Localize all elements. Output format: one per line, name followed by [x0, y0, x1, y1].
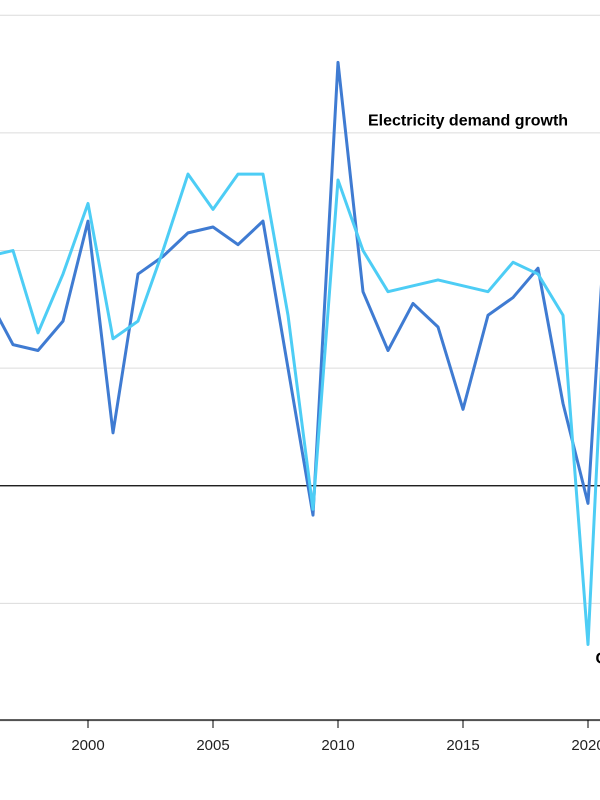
- x-tick-label: 2000: [71, 737, 104, 754]
- x-tick-label: 2010: [321, 737, 354, 754]
- series-line: [0, 60, 600, 517]
- x-tick-label: 2005: [196, 737, 229, 754]
- plot-area: [0, 60, 600, 647]
- x-axis: 2000 2005 2010 2015 2020: [0, 719, 600, 754]
- annotation: Electricity demand growth: [368, 112, 568, 129]
- x-tick-label: 2015: [446, 737, 479, 754]
- annotation: G: [596, 650, 600, 667]
- series-line: [0, 172, 600, 647]
- grid: [0, 14, 600, 722]
- x-tick-label: 2020: [571, 737, 600, 754]
